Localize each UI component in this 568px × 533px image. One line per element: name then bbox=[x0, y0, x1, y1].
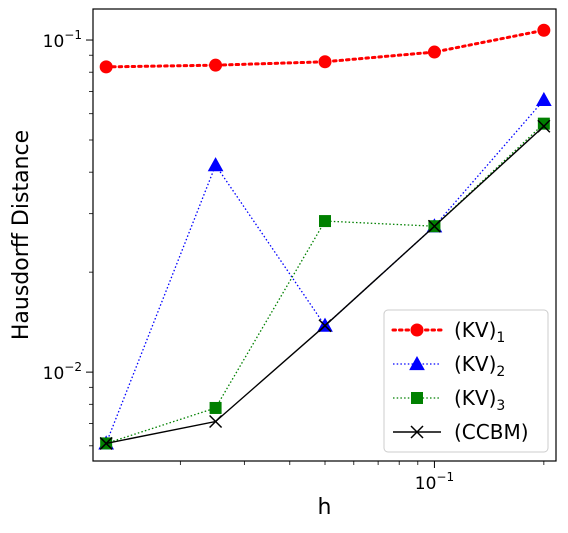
legend-item: (CCBM) bbox=[393, 420, 529, 444]
legend-item: (KV)1 bbox=[391, 318, 505, 346]
x-marker-stroke bbox=[318, 319, 332, 333]
data-point bbox=[99, 436, 113, 450]
x-marker-stroke bbox=[427, 219, 441, 233]
data-point bbox=[209, 414, 223, 429]
legend-marker bbox=[410, 323, 424, 337]
x-axis-label: h bbox=[318, 495, 332, 520]
data-point bbox=[209, 58, 223, 72]
legend: (KV)1 (KV)2 (KV)3 (CCBM) bbox=[383, 309, 549, 453]
series-4 bbox=[99, 119, 551, 450]
legend-label: (KV)2 bbox=[454, 352, 505, 380]
legend-item: (KV)3 bbox=[393, 386, 505, 414]
major-ticks: 10−1 10−2 10−1 bbox=[43, 28, 454, 494]
data-point bbox=[318, 319, 332, 333]
legend-item: (KV)2 bbox=[393, 352, 505, 380]
data-point bbox=[99, 60, 113, 74]
legend-label: (CCBM) bbox=[454, 420, 529, 444]
y-tick-label: 10−1 bbox=[43, 28, 82, 52]
series-line bbox=[104, 28, 546, 69]
y-tick-label: 10−2 bbox=[43, 360, 82, 384]
data-point bbox=[536, 91, 552, 107]
data-point bbox=[209, 401, 222, 414]
plot-frame bbox=[92, 8, 557, 462]
data-point bbox=[427, 45, 441, 59]
x-marker-stroke bbox=[209, 414, 223, 429]
data-point bbox=[319, 215, 332, 228]
legend-marker bbox=[410, 425, 424, 439]
legend-box bbox=[383, 309, 549, 453]
series-1 bbox=[99, 23, 551, 74]
legend-label: (KV)3 bbox=[454, 386, 505, 414]
y-axis-label: Hausdorff Distance bbox=[9, 130, 34, 340]
data-point bbox=[318, 55, 332, 69]
x-tick-label: 10−1 bbox=[415, 470, 454, 494]
legend-marker bbox=[411, 392, 423, 404]
data-point bbox=[537, 117, 550, 130]
x-marker-stroke bbox=[99, 436, 113, 450]
data-point bbox=[537, 119, 551, 133]
x-marker-stroke bbox=[537, 119, 551, 133]
legend-label: (KV)1 bbox=[454, 318, 505, 346]
minor-ticks bbox=[89, 54, 545, 465]
legend-marker bbox=[409, 355, 425, 371]
series-layer bbox=[98, 23, 552, 450]
data-point bbox=[207, 157, 224, 172]
data-point bbox=[537, 23, 551, 37]
data-point bbox=[427, 219, 441, 233]
x-marker-stroke bbox=[410, 425, 424, 439]
